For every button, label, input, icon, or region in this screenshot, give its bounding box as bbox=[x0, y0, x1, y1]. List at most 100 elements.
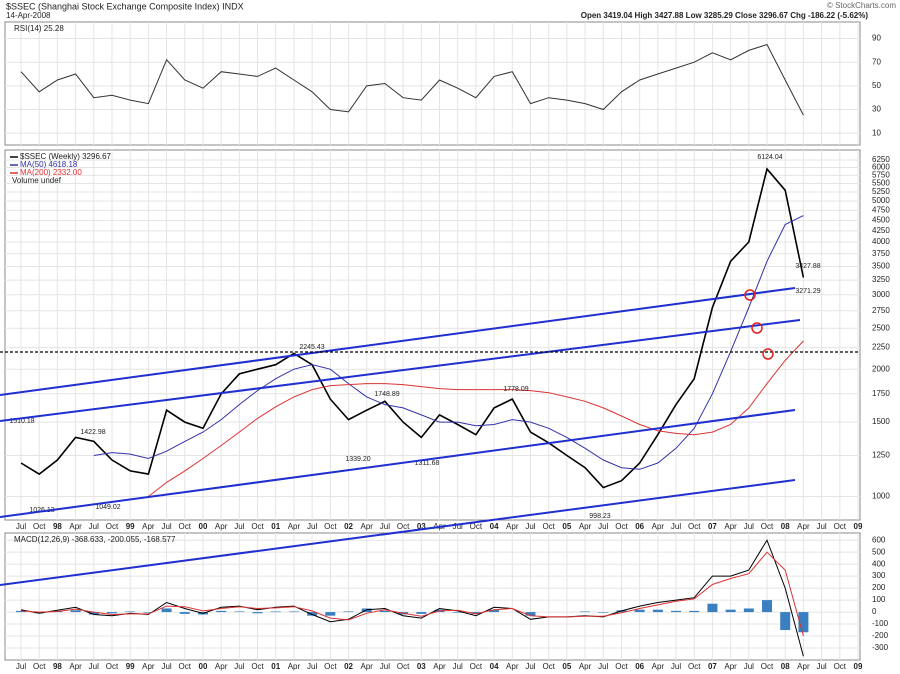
x-tick-label: Apr bbox=[142, 522, 155, 531]
y-tick-label: 90 bbox=[872, 34, 881, 43]
series-line bbox=[20, 43, 804, 116]
y-tick-label: 10 bbox=[872, 128, 881, 137]
x-tick-label: Apr bbox=[288, 662, 301, 671]
x-tick-label: Jul bbox=[453, 522, 463, 531]
x-tick-label: 03 bbox=[417, 662, 426, 671]
series-line bbox=[148, 340, 804, 497]
x-tick-label: Oct bbox=[688, 522, 701, 531]
x-tick-label: Apr bbox=[142, 662, 155, 671]
y-tick-label: 500 bbox=[872, 547, 886, 556]
histogram-bar bbox=[598, 612, 609, 613]
histogram-bar bbox=[70, 610, 81, 613]
histogram-bar bbox=[106, 612, 117, 614]
x-tick-label: Apr bbox=[579, 662, 592, 671]
y-tick-label: 200 bbox=[872, 583, 886, 592]
histogram-bar bbox=[343, 611, 354, 613]
y-tick-label: 2250 bbox=[872, 343, 890, 352]
series-line bbox=[20, 551, 804, 637]
histogram-bar bbox=[671, 610, 682, 613]
x-tick-label: Oct bbox=[33, 662, 46, 671]
x-tick-label: Apr bbox=[797, 662, 810, 671]
y-tick-label: 3000 bbox=[872, 290, 890, 299]
price-annotation: 1778.09 bbox=[503, 386, 528, 393]
histogram-bar bbox=[307, 612, 318, 616]
histogram-bar bbox=[179, 612, 190, 614]
x-tick-label: Oct bbox=[615, 522, 628, 531]
y-tick-label: 0 bbox=[872, 607, 877, 616]
y-tick-label: 3750 bbox=[872, 249, 890, 258]
marker-circle bbox=[744, 289, 756, 301]
y-tick-label: 5750 bbox=[872, 170, 890, 179]
x-tick-label: Oct bbox=[761, 662, 774, 671]
x-tick-label: Oct bbox=[179, 522, 192, 531]
y-tick-label: 3500 bbox=[872, 262, 890, 271]
x-tick-label: Jul bbox=[307, 522, 317, 531]
x-tick-label: Oct bbox=[106, 662, 119, 671]
histogram-bar bbox=[707, 603, 718, 613]
x-tick-label: Oct bbox=[397, 522, 410, 531]
y-tick-label: 5000 bbox=[872, 196, 890, 205]
price-annotation: 1748.89 bbox=[374, 391, 399, 398]
marker-circle bbox=[762, 348, 774, 360]
histogram-bar bbox=[489, 609, 500, 613]
x-tick-label: 98 bbox=[53, 662, 62, 671]
x-tick-label: 06 bbox=[635, 522, 644, 531]
y-tick-label: 5500 bbox=[872, 179, 890, 188]
x-tick-label: 00 bbox=[199, 522, 208, 531]
marker-circle bbox=[751, 322, 763, 334]
x-tick-label: Jul bbox=[161, 522, 171, 531]
price-annotation: 2245.43 bbox=[299, 344, 324, 351]
trend-line bbox=[0, 287, 796, 396]
x-tick-label: Oct bbox=[834, 522, 847, 531]
x-tick-label: Apr bbox=[215, 522, 228, 531]
y-tick-label: 3250 bbox=[872, 275, 890, 284]
panel-title: RSI(14) 25.28 bbox=[14, 24, 64, 33]
y-tick-label: -300 bbox=[872, 643, 889, 652]
header-title: $SSEC (Shanghai Stock Exchange Composite… bbox=[6, 1, 244, 11]
y-tick-label: -100 bbox=[872, 619, 889, 628]
x-tick-label: Jul bbox=[671, 662, 681, 671]
x-tick-label: Apr bbox=[724, 522, 737, 531]
x-tick-label: Jul bbox=[161, 662, 171, 671]
legend-label: MA(200) 2332.00 bbox=[20, 168, 82, 177]
x-tick-label: 09 bbox=[854, 662, 863, 671]
x-tick-label: Jul bbox=[744, 662, 754, 671]
x-tick-label: 04 bbox=[490, 522, 499, 531]
histogram-bar bbox=[689, 610, 700, 613]
header-date: 14-Apr-2008 bbox=[6, 11, 51, 20]
trend-line bbox=[0, 409, 796, 518]
y-tick-label: 6000 bbox=[872, 163, 890, 172]
y-tick-label: 300 bbox=[872, 571, 886, 580]
histogram-bar bbox=[270, 611, 281, 613]
price-annotation: 1422.98 bbox=[80, 429, 105, 436]
histogram-bar bbox=[88, 612, 99, 615]
y-tick-label: 30 bbox=[872, 105, 881, 114]
panel-frame bbox=[4, 21, 861, 146]
x-tick-label: 08 bbox=[781, 662, 790, 671]
x-tick-label: Jul bbox=[744, 522, 754, 531]
y-tick-label: 4750 bbox=[872, 206, 890, 215]
histogram-bar bbox=[34, 612, 45, 614]
x-tick-label: Oct bbox=[761, 522, 774, 531]
x-tick-label: 99 bbox=[126, 662, 135, 671]
histogram-bar bbox=[780, 612, 791, 631]
panel-frame bbox=[4, 149, 861, 521]
x-tick-label: Jul bbox=[89, 522, 99, 531]
x-tick-label: 05 bbox=[562, 662, 571, 671]
x-tick-label: Oct bbox=[615, 662, 628, 671]
x-tick-label: 07 bbox=[708, 662, 717, 671]
x-tick-label: Jul bbox=[816, 522, 826, 531]
x-tick-label: Jul bbox=[380, 522, 390, 531]
x-tick-label: Oct bbox=[542, 662, 555, 671]
y-tick-label: 4000 bbox=[872, 237, 890, 246]
y-tick-label: 6250 bbox=[872, 155, 890, 164]
panel-frame bbox=[4, 532, 861, 661]
x-tick-label: 03 bbox=[417, 522, 426, 531]
histogram-bar bbox=[288, 611, 299, 613]
trend-line bbox=[0, 319, 801, 422]
panel-title: MACD(12,26,9) -368.633, -200.055, -168.5… bbox=[14, 535, 176, 544]
x-tick-label: Jul bbox=[816, 662, 826, 671]
x-tick-label: Jul bbox=[453, 662, 463, 671]
histogram-bar bbox=[252, 612, 263, 614]
